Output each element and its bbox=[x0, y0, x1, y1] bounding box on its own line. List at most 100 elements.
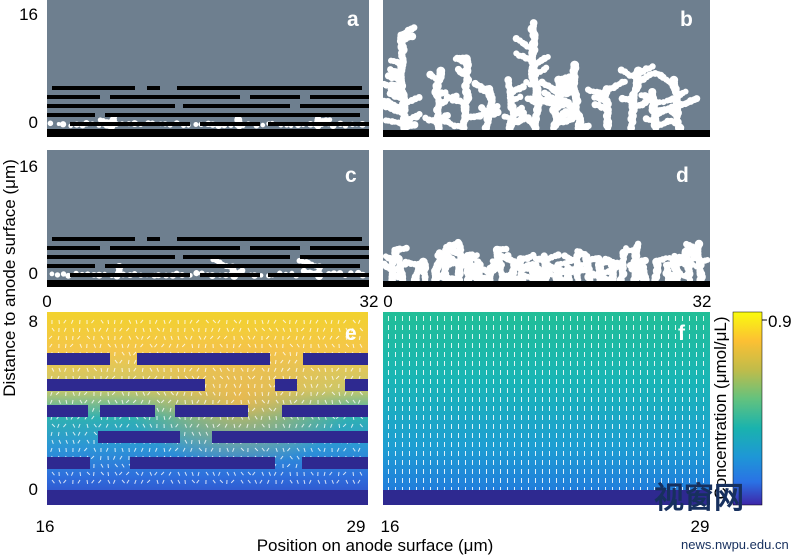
flux-vector bbox=[70, 319, 74, 324]
flux-vector bbox=[114, 423, 118, 428]
separator-segment bbox=[300, 255, 369, 259]
flux-vector bbox=[268, 327, 272, 332]
flux-vector bbox=[121, 343, 124, 349]
flux-vector bbox=[301, 399, 305, 404]
flux-vector bbox=[126, 423, 130, 428]
separator-segment bbox=[110, 95, 240, 99]
flux-vector bbox=[140, 343, 144, 348]
flux-vector bbox=[295, 391, 298, 397]
flux-vector bbox=[296, 447, 300, 452]
flux-vector bbox=[301, 423, 305, 428]
flux-vector bbox=[111, 375, 116, 380]
flux-vector bbox=[321, 391, 326, 396]
flux-vector bbox=[329, 471, 333, 476]
dendrite-particle bbox=[436, 66, 446, 76]
flux-vector bbox=[317, 447, 321, 452]
flux-vector bbox=[168, 447, 172, 452]
flux-vector bbox=[247, 415, 250, 420]
flux-vector bbox=[100, 335, 104, 340]
flux-vector bbox=[233, 375, 237, 380]
flux-vector bbox=[247, 399, 250, 404]
flux-vector bbox=[343, 319, 347, 324]
flux-vector bbox=[315, 391, 319, 396]
dendrite-particle bbox=[300, 267, 308, 275]
flux-vector bbox=[196, 399, 200, 404]
flux-vector bbox=[282, 327, 286, 332]
dendrite-particle bbox=[454, 240, 463, 248]
flux-vector bbox=[216, 423, 221, 428]
dendrite-particle bbox=[524, 95, 532, 102]
flux-vector bbox=[343, 375, 347, 380]
flux-vector bbox=[301, 391, 305, 396]
separator-segment bbox=[200, 273, 260, 277]
dendrite-particle bbox=[662, 269, 670, 278]
flux-vector bbox=[83, 391, 88, 396]
flux-vector bbox=[51, 479, 55, 484]
flux-vector bbox=[238, 343, 242, 348]
flux-vector bbox=[331, 391, 336, 396]
flux-vector bbox=[51, 471, 55, 476]
dendrite-particle bbox=[49, 271, 55, 277]
flux-vector bbox=[274, 359, 277, 365]
dendrite-particle bbox=[669, 75, 679, 85]
dendrite-particle bbox=[554, 251, 562, 259]
flux-vector bbox=[345, 343, 350, 348]
flux-vector bbox=[133, 447, 137, 452]
dendrite-particle bbox=[97, 117, 103, 123]
flux-vector bbox=[184, 471, 188, 476]
flux-vector bbox=[63, 479, 67, 484]
flux-vector bbox=[330, 423, 333, 428]
dendrite-particle bbox=[387, 66, 394, 73]
flux-vector bbox=[121, 351, 125, 356]
y-axis-label: Distance to anode surface (μm) bbox=[0, 159, 19, 397]
flux-vector bbox=[315, 319, 319, 324]
flux-vector bbox=[259, 479, 263, 484]
flux-vector bbox=[134, 479, 137, 484]
flux-vector bbox=[98, 327, 102, 332]
flux-vector bbox=[329, 335, 333, 340]
separator-segment bbox=[147, 86, 160, 90]
flux-vector bbox=[240, 367, 244, 372]
separator-segment bbox=[345, 379, 368, 391]
flux-vector bbox=[212, 375, 216, 380]
flux-vector bbox=[289, 351, 292, 357]
flux-vector bbox=[345, 479, 349, 484]
flux-vector bbox=[309, 319, 312, 324]
flux-vector bbox=[51, 327, 55, 332]
flux-vector bbox=[329, 383, 333, 388]
flux-vector bbox=[198, 335, 202, 340]
separator-segment bbox=[52, 237, 135, 241]
flux-vector bbox=[184, 423, 187, 428]
flux-vector bbox=[251, 375, 256, 380]
flux-vector bbox=[63, 319, 67, 324]
dendrite-particle bbox=[704, 257, 711, 263]
panel-e-anode bbox=[47, 490, 368, 505]
flux-vector bbox=[86, 335, 91, 340]
separator-segment bbox=[105, 264, 360, 268]
flux-vector bbox=[72, 391, 75, 396]
flux-vector bbox=[268, 343, 272, 348]
flux-vector bbox=[141, 335, 144, 340]
panel-d: d bbox=[377, 150, 711, 287]
flux-vector bbox=[261, 399, 266, 404]
flux-vector bbox=[252, 471, 256, 476]
flux-vector bbox=[345, 399, 350, 404]
separator-segment bbox=[105, 113, 360, 117]
flux-vector bbox=[310, 367, 315, 372]
flux-vector bbox=[189, 319, 193, 324]
flux-vector bbox=[280, 471, 284, 476]
dendrite-particle bbox=[453, 54, 461, 62]
flux-vector bbox=[91, 399, 95, 404]
flux-vector bbox=[239, 327, 242, 332]
flux-vector bbox=[71, 399, 74, 405]
separator-segment bbox=[47, 246, 100, 250]
flux-vector bbox=[86, 471, 91, 476]
flux-vector bbox=[219, 367, 223, 372]
flux-vector bbox=[217, 327, 221, 332]
flux-vector bbox=[224, 383, 228, 388]
flux-vector bbox=[140, 479, 144, 484]
flux-vector bbox=[205, 423, 209, 428]
flux-vector bbox=[118, 471, 123, 476]
dendrite-particle bbox=[566, 109, 573, 115]
flux-vector bbox=[205, 431, 209, 436]
